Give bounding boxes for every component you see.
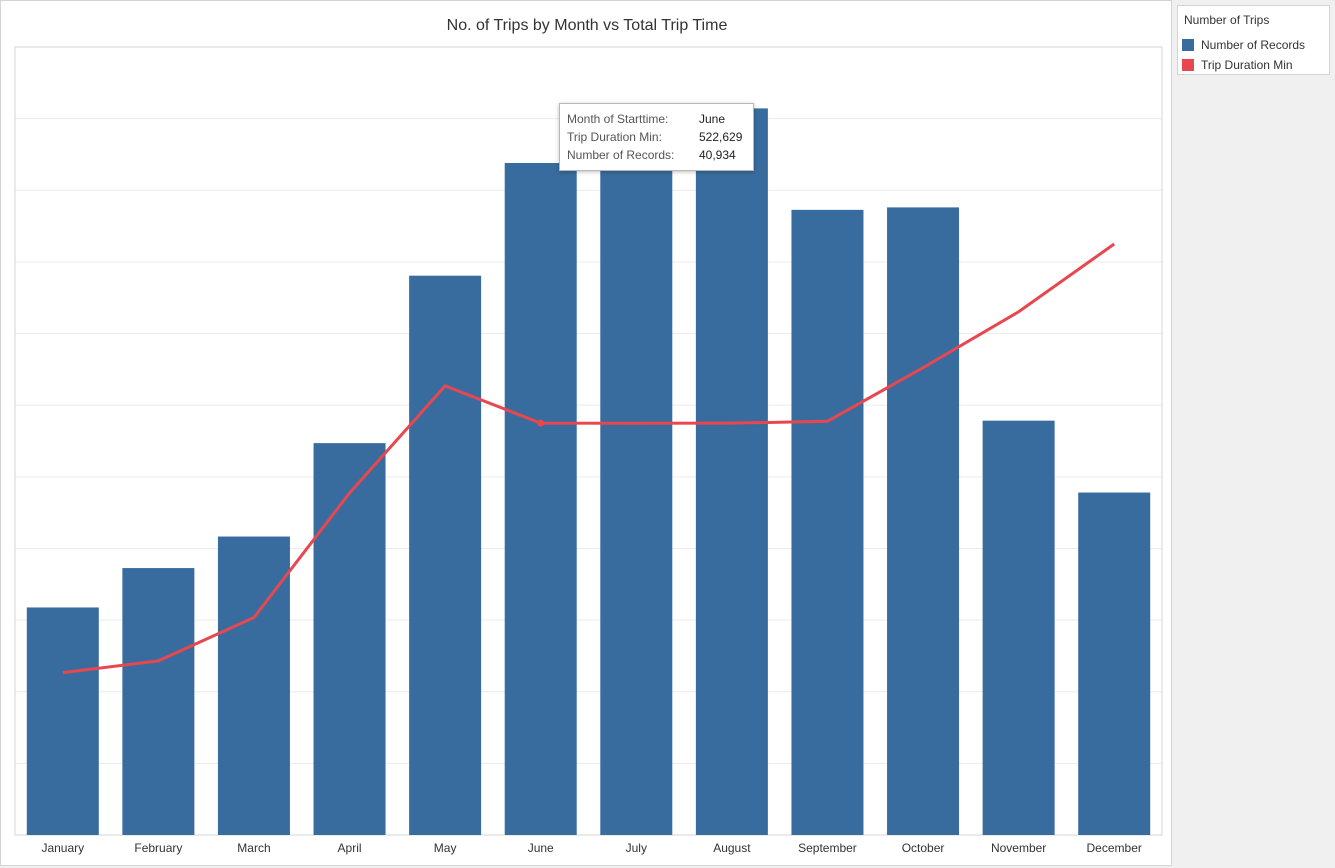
bar-february[interactable]: [122, 568, 195, 835]
chart-panel: No. of Trips by Month vs Total Trip Time…: [0, 0, 1172, 866]
line-point-june[interactable]: [537, 419, 545, 427]
x-tick-label: January: [41, 841, 84, 855]
tooltip-row-month: Month of Starttime: June: [567, 112, 725, 126]
bar-september[interactable]: [791, 209, 864, 835]
tooltip-records-key: Number of Records:: [567, 148, 675, 162]
bar-march[interactable]: [217, 536, 290, 835]
tooltip-month-key: Month of Starttime:: [567, 112, 669, 126]
legend-title: Number of Trips: [1184, 13, 1270, 27]
bar-december[interactable]: [1078, 492, 1151, 835]
tooltip-duration-key: Trip Duration Min:: [567, 130, 662, 144]
x-tick-label: November: [991, 841, 1046, 855]
bar-july[interactable]: [600, 145, 673, 835]
bar-august[interactable]: [695, 108, 768, 836]
bar-april[interactable]: [313, 443, 386, 835]
bars-number-of-records[interactable]: [26, 108, 1151, 836]
line-trip-duration-min[interactable]: [62, 242, 1116, 675]
tooltip: Month of Starttime: June Trip Duration M…: [559, 103, 754, 171]
x-axis-tick-labels: January February March April May June July Augu…: [41, 841, 1141, 855]
bar-october[interactable]: [887, 207, 960, 835]
x-tick-label: July: [626, 841, 647, 855]
legend-label: Trip Duration Min: [1201, 58, 1293, 72]
legend-swatch-red: [1182, 59, 1194, 71]
chart-title: No. of Trips by Month vs Total Trip Time: [446, 17, 728, 34]
tooltip-records-value: 40,934: [699, 148, 736, 162]
x-tick-label: June: [528, 841, 554, 855]
line-series-trip-duration-min[interactable]: [62, 242, 1116, 675]
tooltip-row-records: Number of Records: 40,934: [567, 148, 736, 162]
x-tick-label: May: [434, 841, 457, 855]
legend-swatch-blue: [1182, 39, 1194, 51]
x-tick-label: February: [134, 841, 182, 855]
tooltip-duration-value: 522,629: [699, 130, 743, 144]
x-tick-label: September: [798, 841, 857, 855]
tooltip-month-value: June: [699, 112, 726, 126]
legend: Number of Trips Number of Records Trip D…: [1177, 5, 1330, 75]
bar-may[interactable]: [409, 275, 482, 835]
x-tick-label: August: [713, 841, 751, 855]
bar-november[interactable]: [982, 420, 1055, 835]
legend-label: Number of Records: [1201, 38, 1306, 52]
bar-january[interactable]: [26, 607, 99, 835]
x-tick-label: October: [902, 841, 945, 855]
tooltip-row-duration: Trip Duration Min: 522,629: [567, 130, 742, 144]
plot-area-border: [14, 46, 1163, 836]
x-tick-label: April: [338, 841, 362, 855]
x-tick-label: March: [237, 841, 270, 855]
bar-june[interactable]: [504, 163, 577, 835]
x-tick-label: December: [1087, 841, 1142, 855]
combo-chart: January February March April May June July Augu…: [14, 46, 1163, 855]
